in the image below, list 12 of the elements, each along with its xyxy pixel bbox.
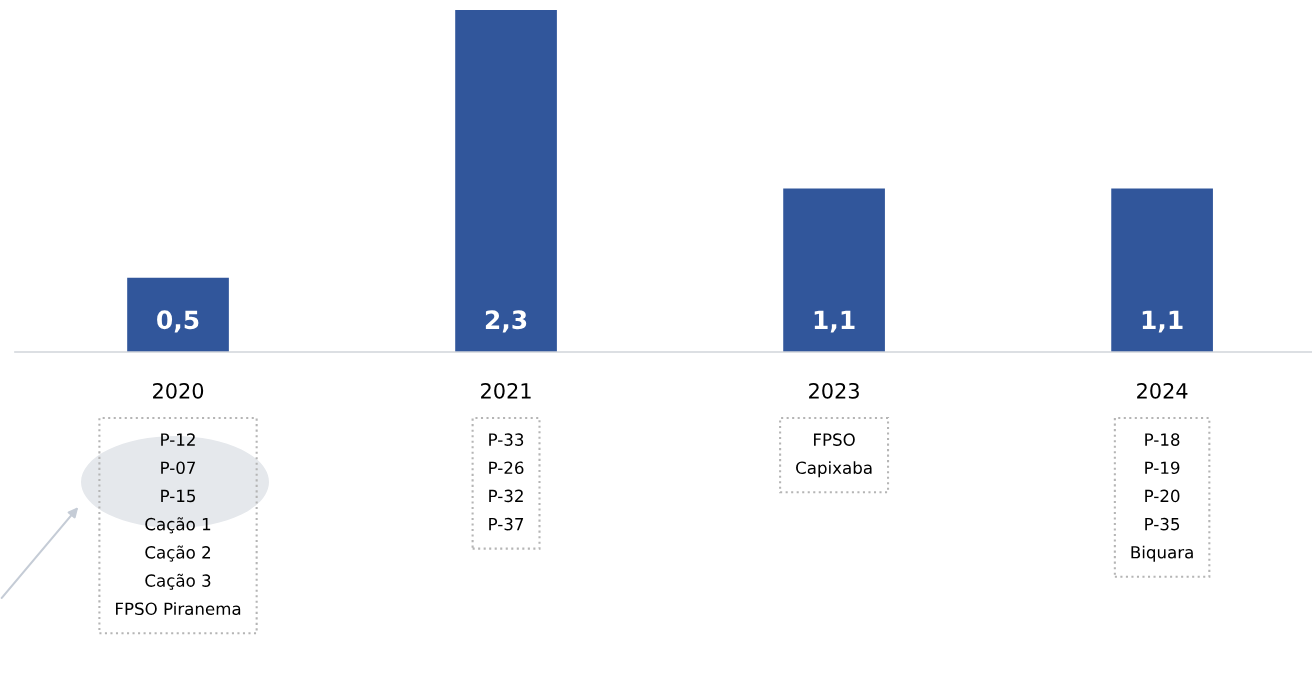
x-tick-label: 2020 xyxy=(153,382,204,399)
text: P-12 P-07 P-15 Cação 1 Cação 2 Cação 3 FPSO Piranema xyxy=(116,433,241,616)
text: P-18 P-19 P-20 P-35 Biquara xyxy=(1131,433,1193,562)
data-label: 2,3 xyxy=(485,310,527,333)
x-tick-label: 2024 xyxy=(1137,382,1188,399)
data-label: 1,1 xyxy=(1142,310,1183,333)
text: P-33 P-26 P-32 P-37 xyxy=(489,433,524,531)
data-label: 1,1 xyxy=(814,310,855,333)
x-tick-label: 2023 xyxy=(809,382,859,399)
text: FPSO Capixaba xyxy=(796,433,872,478)
data-label: 0,5 xyxy=(157,310,199,333)
x-tick-label: 2021 xyxy=(481,382,531,399)
